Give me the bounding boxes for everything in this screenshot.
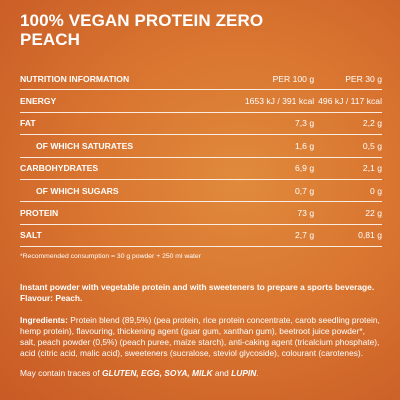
row-per-100g: 1653 kJ / 391 kcal [206, 89, 319, 113]
traces-end: . [256, 368, 259, 379]
ingredients-paragraph: Ingredients: Protein blend (89,5%) (pea … [20, 315, 380, 359]
row-label: FAT [20, 112, 207, 136]
row-per-100g: 7,3 g [206, 112, 319, 136]
row-label: SALT [20, 224, 207, 248]
row-per-30g: 0,5 g [318, 134, 382, 158]
row-label: CARBOHYDRATES [20, 157, 207, 180]
header-per-30g: PER 30 g [318, 68, 382, 91]
row-per-30g: 2,1 g [318, 157, 382, 180]
row-label: PROTEIN [20, 201, 207, 225]
title-line-1: 100% VEGAN PROTEIN ZERO [20, 11, 264, 30]
product-title: 100% VEGAN PROTEIN ZERO PEACH [20, 0, 380, 49]
row-label: OF WHICH SATURATES [20, 134, 207, 158]
row-per-30g: 496 kJ / 117 kcal [318, 89, 382, 113]
table-row: OF WHICH SUGARS 0,7 g 0 g [20, 179, 382, 203]
ingredients-text: Protein blend (89,5%) (pea protein, rice… [20, 315, 380, 359]
ingredients-label: Ingredients: [20, 315, 68, 326]
table-header-row: NUTRITION INFORMATION PER 100 g PER 30 g [20, 68, 382, 91]
product-description: Instant powder with vegetable protein an… [20, 282, 375, 304]
allergen-traces: May contain traces of GLUTEN, EGG, SOYA,… [20, 368, 380, 379]
row-per-30g: 22 g [318, 201, 382, 225]
table-row: CARBOHYDRATES 6,9 g 2,1 g [20, 157, 382, 180]
row-label: OF WHICH SUGARS [20, 179, 207, 203]
row-per-30g: 0,81 g [318, 224, 382, 248]
row-per-100g: 1,6 g [206, 134, 319, 158]
row-per-30g: 0 g [318, 179, 382, 203]
nutrition-table: NUTRITION INFORMATION PER 100 g PER 30 g… [20, 68, 382, 248]
table-row: FAT 7,3 g 2,2 g [20, 112, 382, 136]
row-per-30g: 2,2 g [318, 112, 382, 136]
table-row: OF WHICH SATURATES 1,6 g 0,5 g [20, 134, 382, 158]
row-label: ENERGY [20, 89, 207, 113]
title-line-2: PEACH [20, 30, 81, 49]
traces-prefix: May contain traces of [20, 368, 102, 379]
header-per-100g: PER 100 g [206, 68, 319, 91]
row-per-100g: 73 g [206, 201, 319, 225]
table-row: PROTEIN 73 g 22 g [20, 201, 382, 225]
table-row: SALT 2,7 g 0,81 g [20, 224, 382, 248]
allergens-list: GLUTEN, EGG, SOYA, MILK [101, 368, 213, 379]
row-per-100g: 6,9 g [206, 157, 319, 180]
consumption-footnote: *Recommended consumption = 30 g powder +… [20, 253, 201, 261]
row-per-100g: 2,7 g [206, 224, 319, 248]
allergen-lupin: LUPIN [231, 368, 257, 379]
traces-and: and [212, 368, 232, 379]
header-nutrition: NUTRITION INFORMATION [20, 68, 207, 91]
row-per-100g: 0,7 g [206, 179, 319, 203]
table-row: ENERGY 1653 kJ / 391 kcal 496 kJ / 117 k… [20, 89, 382, 113]
